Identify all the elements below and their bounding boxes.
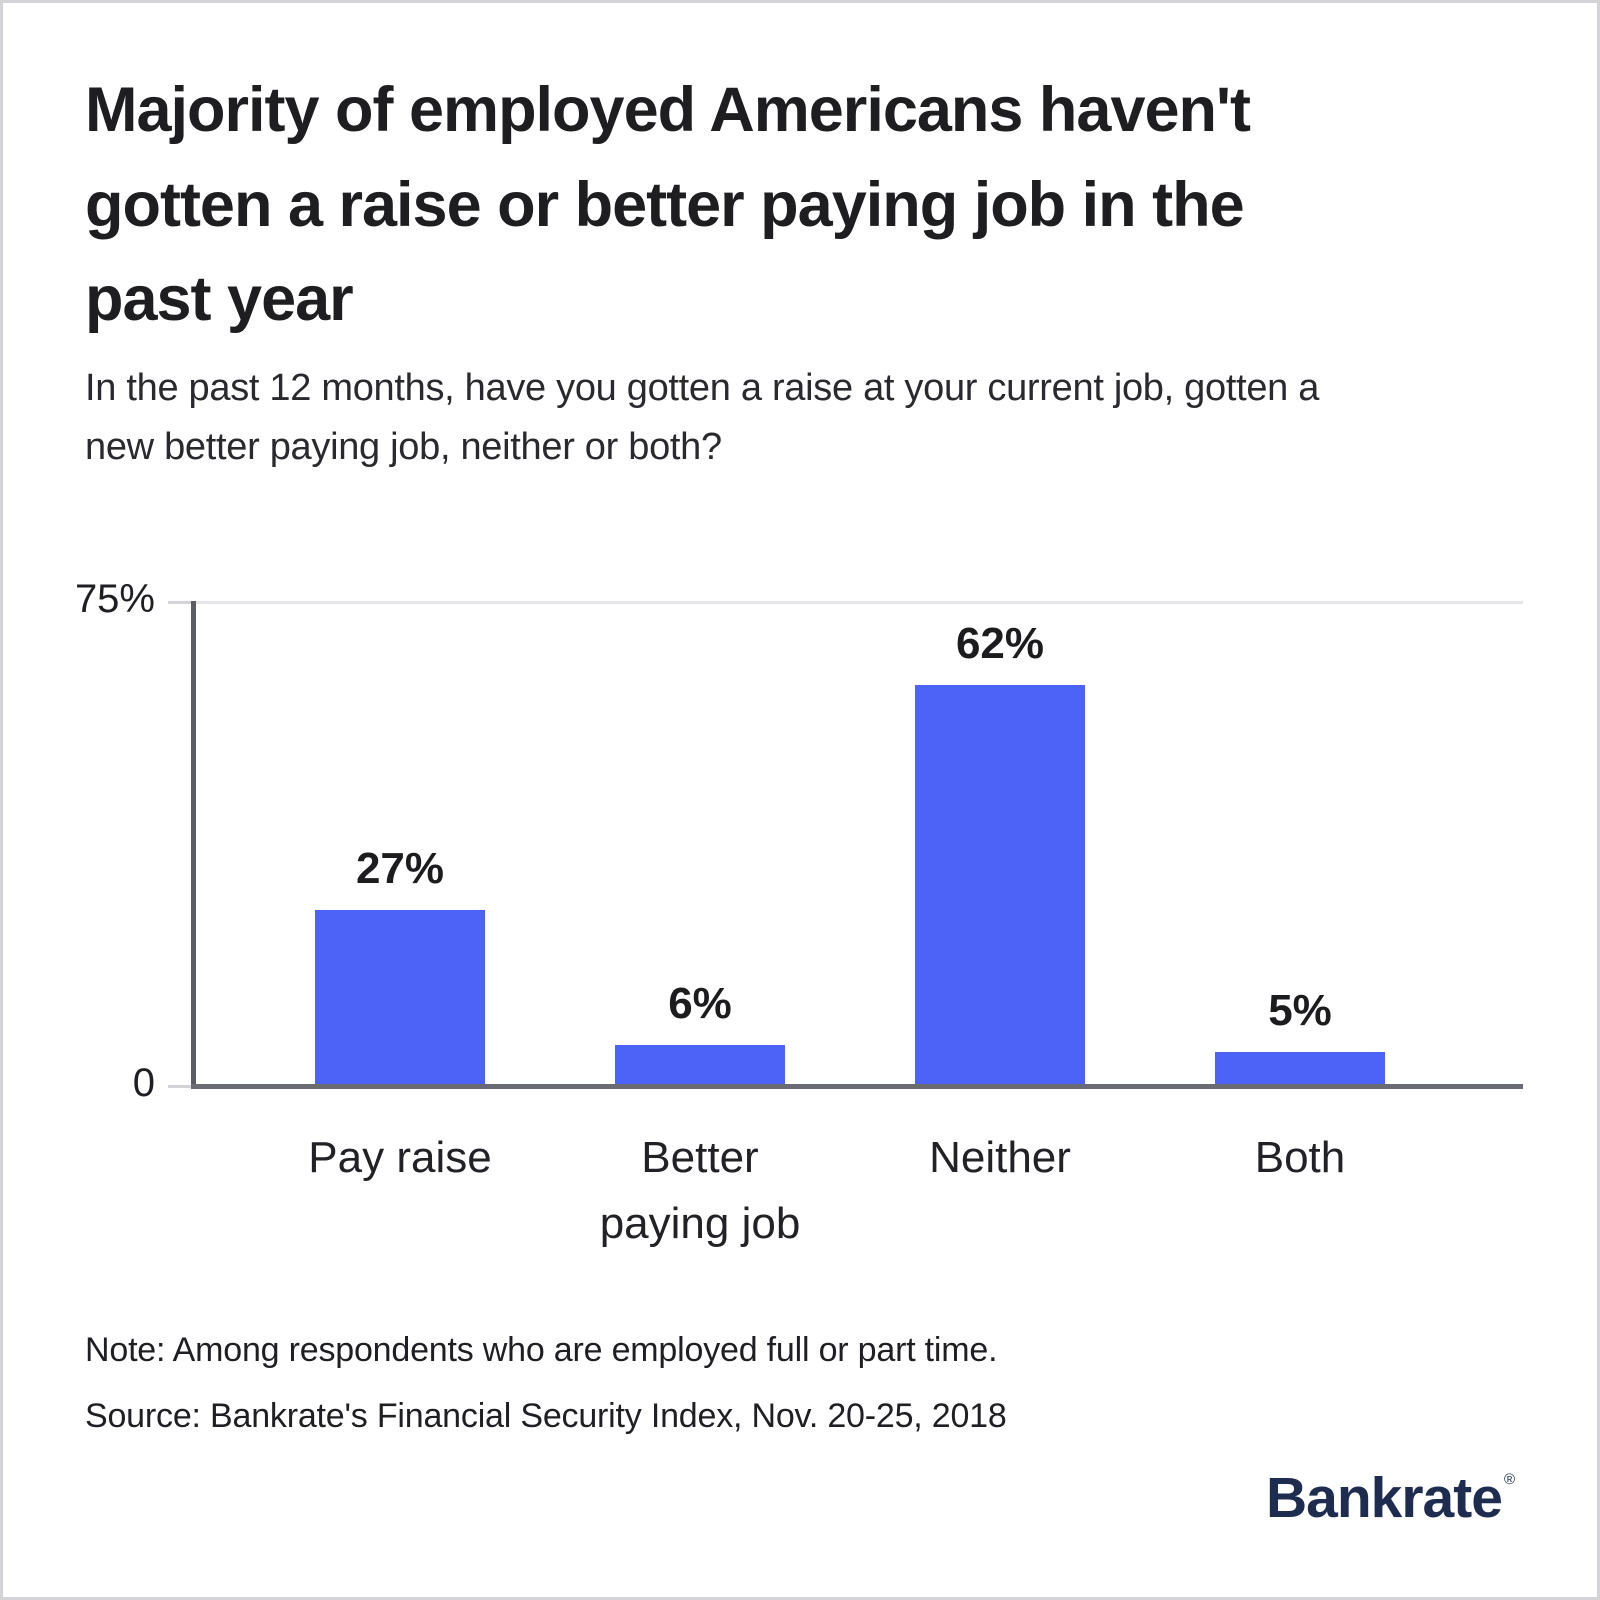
gridline-75-percent (168, 601, 1523, 604)
bar-value-label: 62% (955, 618, 1045, 668)
category-label: Neither (929, 1133, 1071, 1182)
chart-title: Majority of employed Americans haven't g… (85, 75, 1251, 334)
bankrate-logo-text: Bankrate (1265, 1466, 1503, 1530)
bar-value-label: 5% (1268, 985, 1332, 1035)
bar-column-better-paying-job: 6% (550, 601, 850, 1084)
source-text: Source: Bankrate's Financial Security In… (85, 1397, 1007, 1435)
y-axis-tick-label-75: 75% (74, 577, 155, 621)
bar (615, 1045, 785, 1084)
bar-value-label: 27% (355, 844, 445, 894)
x-axis-category-labels: Pay raise Better paying job Neither Both (250, 1125, 1450, 1257)
bar (915, 684, 1085, 1084)
bar-plot-area: 27% 6% 62% 5% (250, 601, 1450, 1084)
y-axis-line (191, 601, 196, 1089)
bar-value-label: 6% (668, 979, 732, 1029)
bar (1215, 1051, 1385, 1084)
y-axis-tick-label-0: 0 (132, 1061, 155, 1105)
registered-trademark-icon: ® (1503, 1471, 1515, 1488)
category-label: Better paying job (599, 1133, 801, 1248)
x-axis-baseline (191, 1084, 1523, 1089)
category-label: Both (1254, 1133, 1346, 1182)
bar (315, 910, 485, 1084)
category-label: Pay raise (308, 1133, 492, 1182)
y-axis-tick-75 (168, 601, 191, 604)
bar-column-neither: 62% (850, 601, 1150, 1084)
y-axis-tick-0 (168, 1085, 191, 1088)
bar-column-both: 5% (1150, 601, 1450, 1084)
note-text: Note: Among respondents who are employed… (85, 1331, 998, 1369)
chart-subtitle: In the past 12 months, have you gotten a… (85, 367, 1320, 468)
bar-column-pay-raise: 27% (250, 601, 550, 1084)
bankrate-logo: Bankrate ® (1265, 1465, 1515, 1531)
